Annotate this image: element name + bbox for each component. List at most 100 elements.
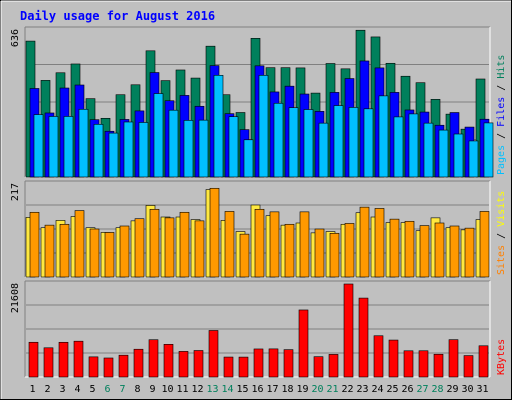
bar-sites-day-10 [164,217,175,278]
bar-kbytes-day-19 [298,309,309,378]
bar-pages-day-6 [108,132,119,178]
bar-pages-day-12 [198,119,209,178]
legend-part: Sites [496,245,507,275]
bar-pages-day-22 [348,107,359,178]
bar-sites-day-23 [359,206,370,278]
bar-kbytes-day-11 [178,351,189,378]
bar-pages-day-29 [453,133,464,178]
bar-sites-day-15 [239,233,250,278]
x-tick-label: 15 [236,384,248,395]
bar-kbytes-day-7 [118,354,129,378]
x-tick-label: 31 [476,384,488,395]
bar-pages-day-20 [318,122,329,178]
bar-sites-day-22 [344,223,355,278]
bar-sites-day-26 [404,220,415,278]
x-tick-label: 2 [44,384,50,395]
bar-sites-day-6 [104,232,115,278]
bar-kbytes-day-8 [133,348,144,378]
series-legend-label: Pages / Files / Hits [496,55,507,175]
bar-sites-day-24 [374,208,385,278]
x-tick-label: 7 [119,384,125,395]
x-tick-label: 6 [104,384,110,395]
x-tick-label: 30 [461,384,473,395]
legend-part: Visits [496,191,507,227]
x-tick-label: 19 [296,384,308,395]
bar-sites-day-13 [209,187,220,278]
bar-pages-day-24 [378,95,389,178]
bar-pages-day-17 [273,102,284,178]
bar-sites-day-17 [269,211,280,278]
bar-kbytes-day-28 [433,353,444,378]
x-tick-label: 3 [59,384,65,395]
legend-part: / [496,127,507,145]
x-tick-label: 12 [191,384,203,395]
x-tick-label: 10 [161,384,173,395]
bar-kbytes-day-22 [343,283,354,378]
legend-part: Pages [496,145,507,175]
bar-kbytes-day-20 [313,356,324,378]
bar-pages-day-19 [303,109,314,178]
bar-kbytes-day-15 [238,356,249,378]
panel-2: 217 Sites / Visits [10,180,507,278]
bar-pages-day-10 [168,109,179,178]
x-tick-label: 25 [386,384,398,395]
bar-kbytes-day-27 [418,350,429,378]
bar-pages-day-4 [78,108,89,178]
max-value-label: 636 [10,29,21,47]
bar-kbytes-day-26 [403,350,414,378]
x-tick-label: 22 [341,384,353,395]
bar-pages-day-7 [123,121,134,178]
bar-pages-day-26 [408,113,419,178]
bar-pages-day-5 [93,124,104,178]
bar-kbytes-day-12 [193,350,204,378]
bar-sites-day-25 [389,218,400,278]
bar-kbytes-day-14 [223,356,234,378]
bar-sites-day-19 [299,211,310,278]
bar-sites-day-16 [254,208,265,278]
x-tick-label: 26 [401,384,413,395]
bar-sites-day-2 [44,224,55,278]
bar-sites-day-28 [434,222,445,278]
bar-sites-day-29 [449,225,460,278]
x-tick-label: 20 [311,384,323,395]
bar-sites-day-5 [89,228,100,278]
bar-sites-day-4 [74,210,85,278]
bar-pages-day-15 [243,139,254,178]
bar-sites-day-12 [194,220,205,278]
legend-part: KBytes [496,339,507,375]
x-tick-label: 4 [74,384,80,395]
bar-kbytes-day-5 [88,356,99,378]
bar-sites-day-11 [179,211,190,278]
bar-pages-day-30 [468,140,479,178]
bar-pages-day-16 [258,75,269,178]
bar-kbytes-day-31 [478,345,489,378]
bar-sites-day-21 [329,232,340,278]
x-tick-label: 29 [446,384,458,395]
bar-kbytes-day-21 [328,354,339,378]
bar-pages-day-2 [48,116,59,178]
bar-kbytes-day-29 [448,339,459,378]
bar-pages-day-31 [483,122,494,178]
bar-pages-day-11 [183,120,194,178]
x-tick-label: 27 [416,384,428,395]
bar-kbytes-day-30 [463,355,474,378]
x-tick-label: 16 [251,384,263,395]
bar-sites-day-27 [419,225,430,278]
panel-1: 636 Pages / Files / Hits [10,26,507,178]
bar-sites-day-8 [134,218,145,278]
x-tick-label: 23 [356,384,368,395]
series-sites [29,187,490,278]
x-tick-label: 11 [176,384,188,395]
x-tick-label: 28 [431,384,443,395]
legend-part: Files [496,97,507,127]
bar-pages-day-13 [213,75,224,178]
chart-title: Daily usage for August 2016 [20,9,215,23]
bar-pages-day-1 [33,114,44,178]
panel-3: 21608 KBytes [10,280,507,378]
x-tick-label: 18 [281,384,293,395]
bar-sites-day-9 [149,208,160,278]
bar-sites-day-20 [314,228,325,278]
x-tick-label: 24 [371,384,383,395]
bar-pages-day-23 [363,108,374,178]
